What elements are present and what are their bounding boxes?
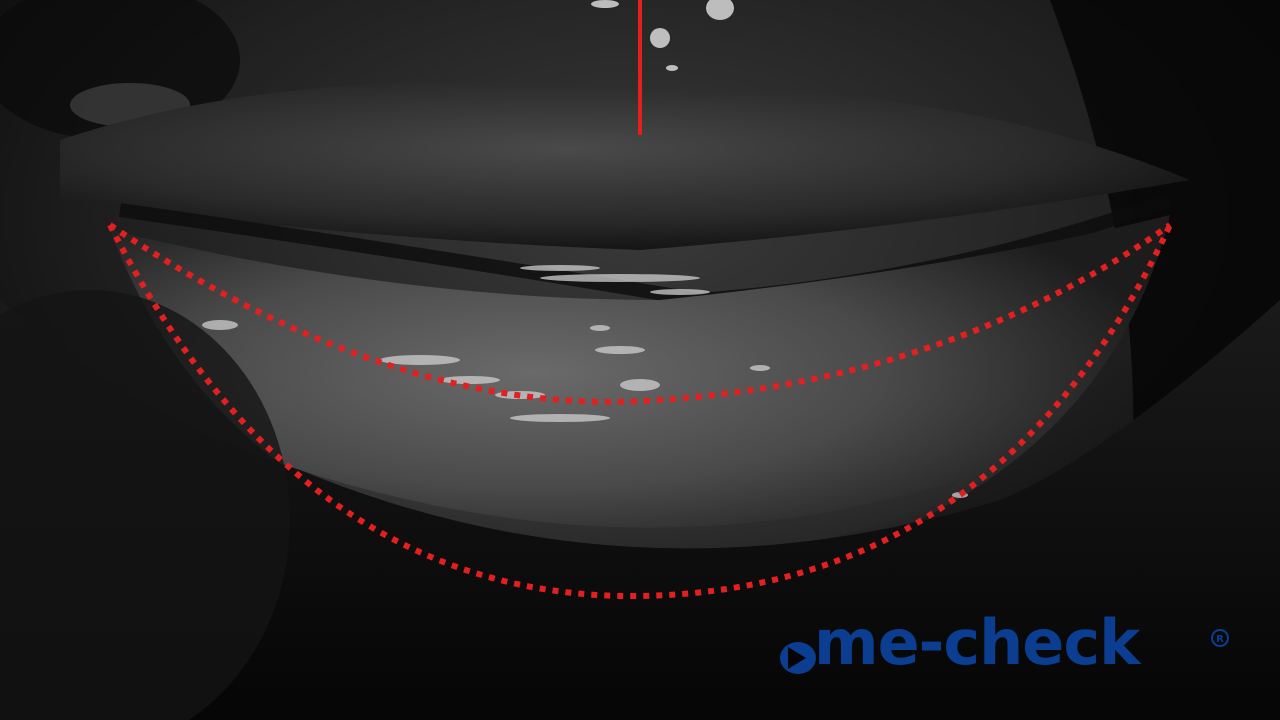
vermilion-lower-arc xyxy=(107,223,1173,600)
left-cheek xyxy=(0,290,290,720)
svg-text:R: R xyxy=(1216,634,1224,645)
vermilion-upper-arc xyxy=(108,222,1172,405)
philtrum-highlights xyxy=(591,0,734,71)
registered-mark-icon: R xyxy=(1211,629,1229,647)
me-check-logo: me-check R xyxy=(778,612,1238,686)
chin-skin xyxy=(0,300,1280,720)
upper-lip xyxy=(60,81,1190,250)
logo-wordmark: me-check xyxy=(814,606,1140,679)
play-arrow-icon xyxy=(780,642,816,674)
